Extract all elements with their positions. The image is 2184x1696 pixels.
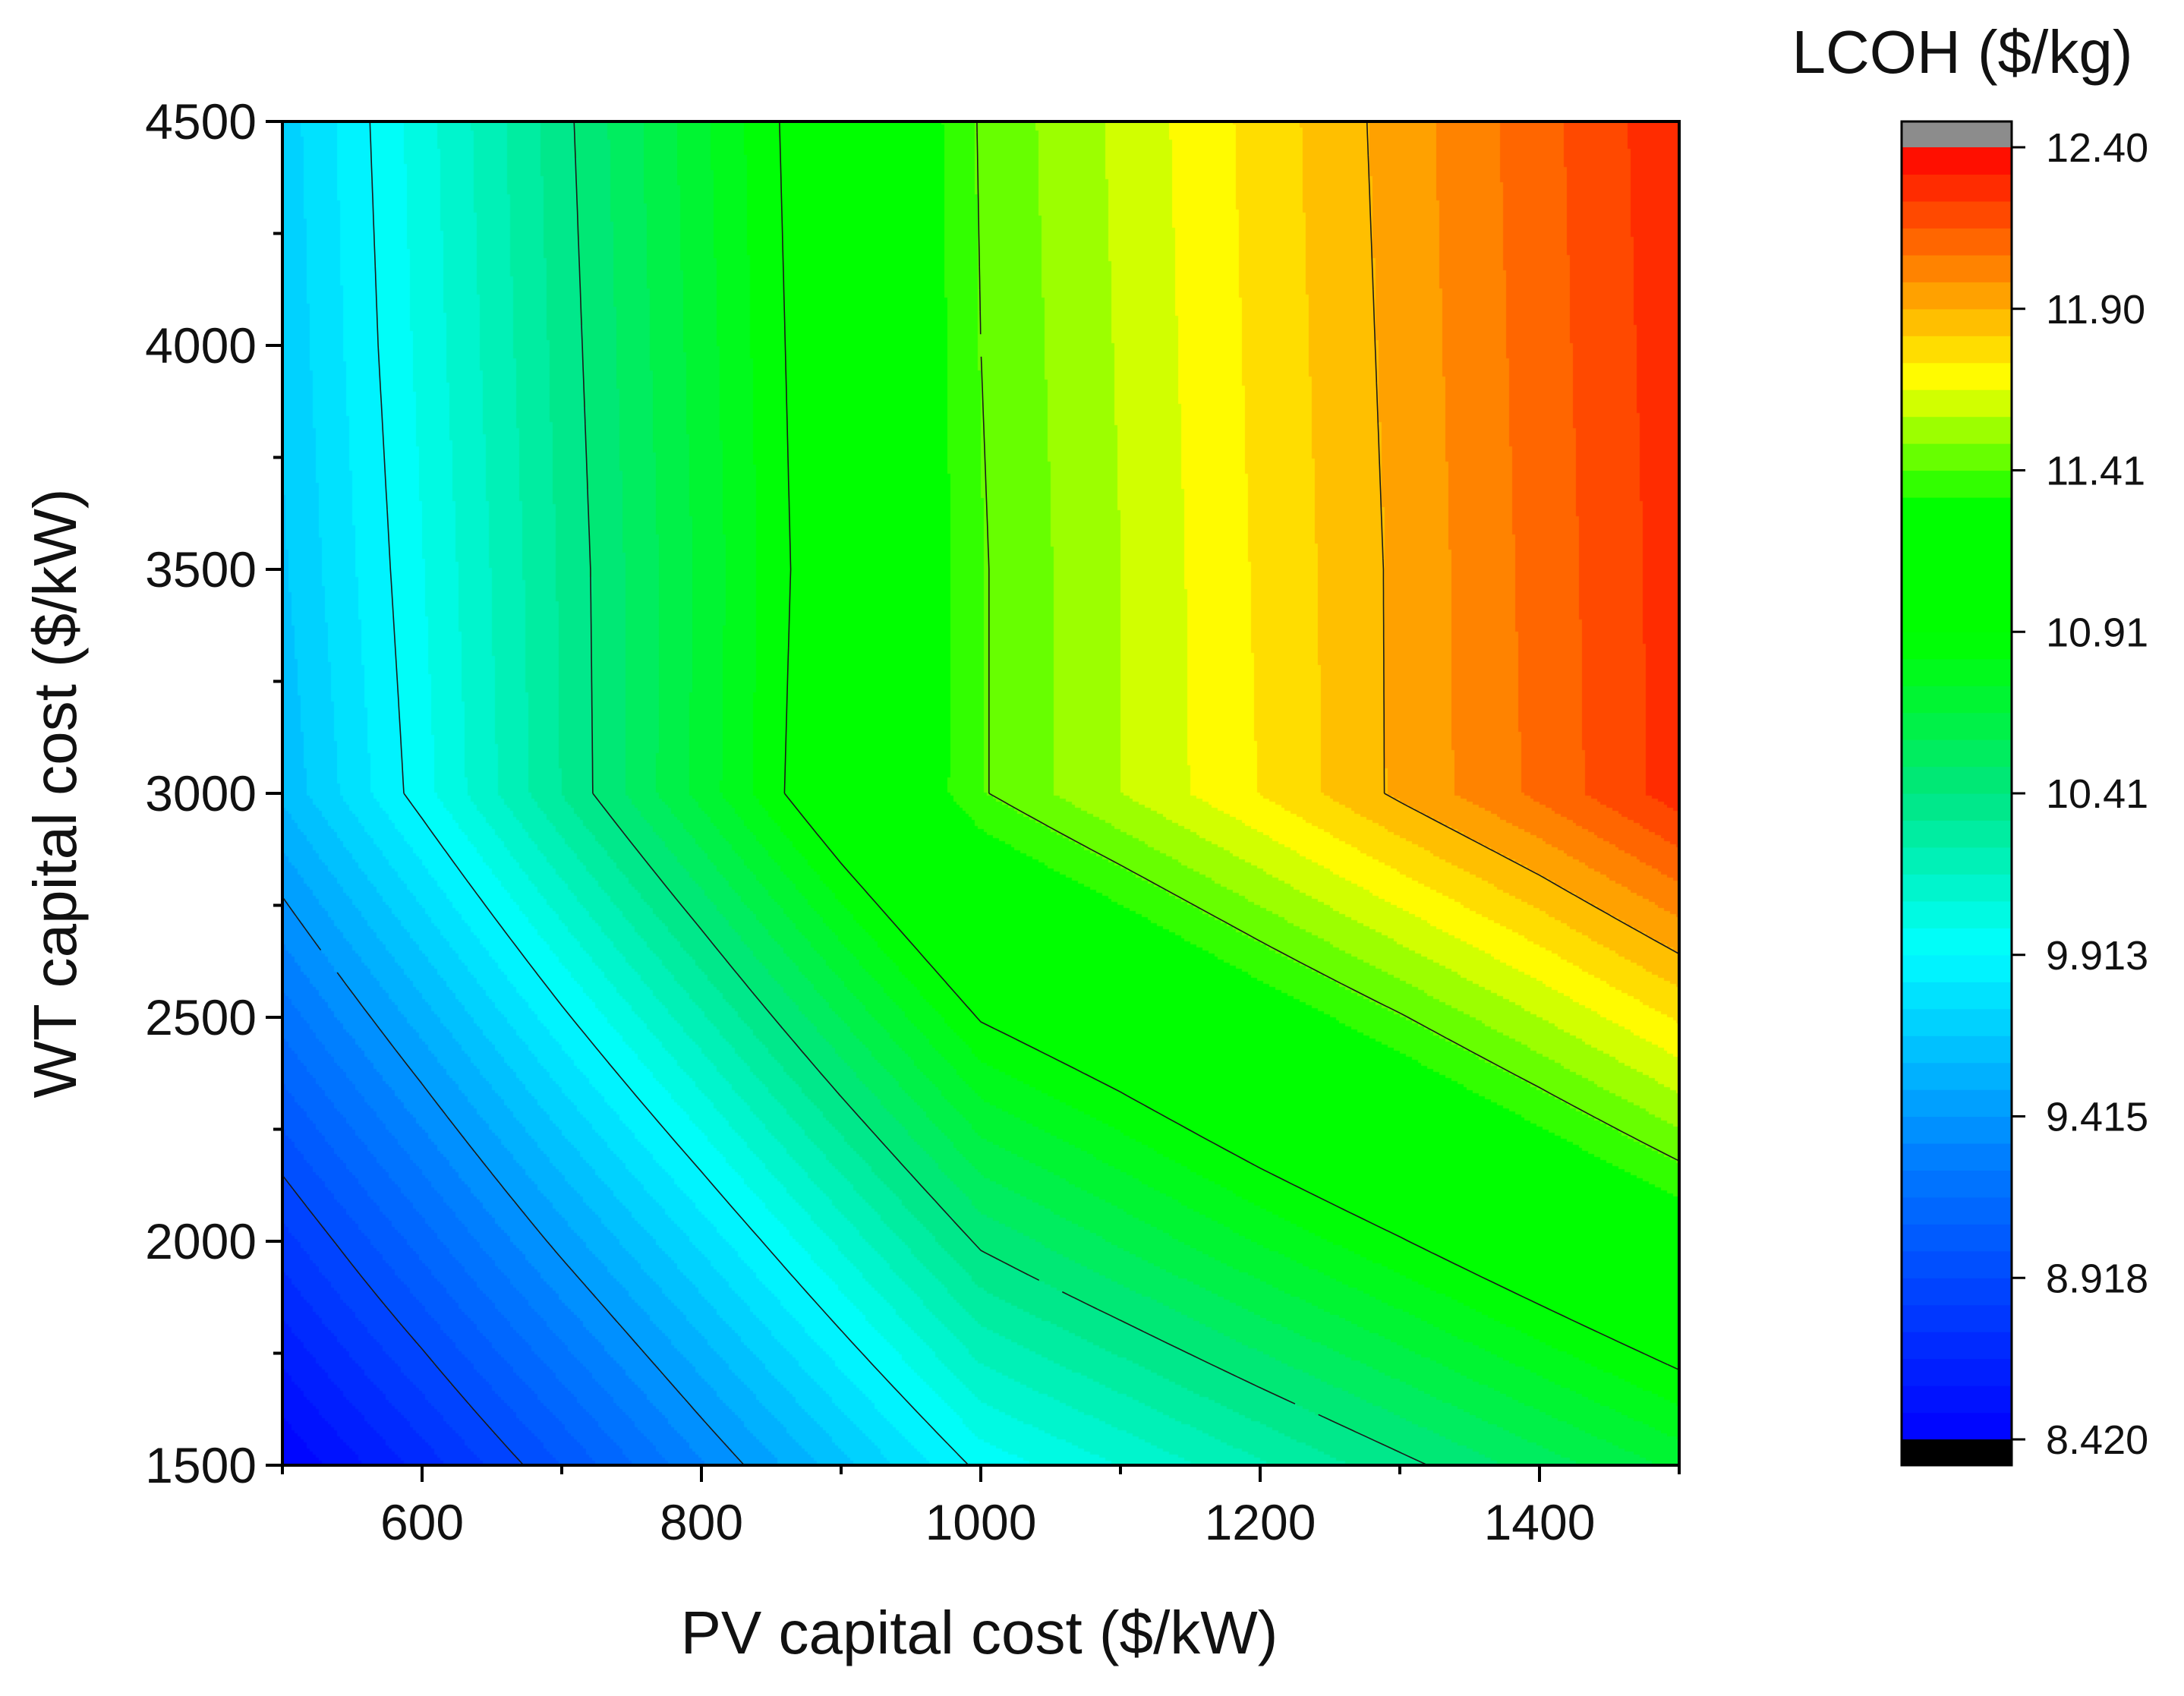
colorbar-tick-label: 10.91 — [2046, 610, 2148, 655]
colorbar-level — [1902, 578, 2012, 606]
colorbar-level — [1902, 874, 2012, 902]
colorbar-level — [1902, 470, 2012, 498]
colorbar-level — [1902, 1008, 2012, 1036]
colorbar-level — [1902, 200, 2012, 229]
colorbar-level — [1902, 1358, 2012, 1386]
contour-line-3 — [369, 121, 969, 1466]
colorbar-over — [1902, 121, 2012, 147]
x-tick-label: 1000 — [925, 1494, 1037, 1550]
colorbar-level — [1902, 1278, 2012, 1306]
colorbar-title: LCOH ($/kg) — [1792, 18, 2133, 86]
contour-fill — [282, 121, 1679, 1465]
contour-lines — [282, 121, 1680, 1466]
colorbar-level — [1902, 1170, 2012, 1198]
contour-line-1 — [282, 1174, 525, 1466]
colorbar-under — [1902, 1439, 2012, 1465]
colorbar-level — [1902, 147, 2012, 175]
colorbar-level — [1902, 1412, 2012, 1440]
x-axis-title: PV capital cost ($/kW) — [681, 1599, 1278, 1666]
colorbar-level — [1902, 282, 2012, 310]
colorbar-tick-label: 8.918 — [2046, 1256, 2148, 1301]
y-tick-label: 1500 — [145, 1437, 257, 1493]
colorbar-level — [1902, 686, 2012, 714]
colorbar-level — [1902, 1332, 2012, 1360]
x-tick-label: 1200 — [1205, 1494, 1316, 1550]
colorbar-level — [1902, 632, 2012, 660]
colorbar-tick-label: 11.90 — [2046, 287, 2145, 333]
colorbar-level — [1902, 524, 2012, 552]
y-tick-label: 2500 — [145, 989, 257, 1045]
colorbar-level — [1902, 362, 2012, 390]
colorbar-level — [1902, 228, 2012, 256]
y-tick-label: 2000 — [145, 1213, 257, 1269]
colorbar-level — [1902, 389, 2012, 418]
colorbar-level — [1902, 928, 2012, 956]
contour-line-5 — [779, 121, 1680, 1371]
colorbar-level — [1902, 1224, 2012, 1252]
colorbar-level — [1902, 1143, 2012, 1171]
colorbar-level — [1902, 336, 2012, 364]
colorbar-level — [1902, 1062, 2012, 1090]
colorbar-level — [1902, 1304, 2012, 1332]
colorbar-tick-label: 8.420 — [2046, 1417, 2148, 1463]
colorbar-level — [1902, 954, 2012, 982]
colorbar-level — [1902, 1385, 2012, 1414]
colorbar-tick-label: 11.41 — [2046, 449, 2145, 494]
colorbar-level — [1902, 739, 2012, 768]
y-tick-label: 4500 — [145, 93, 257, 150]
contour-line-6 — [976, 121, 1680, 1162]
x-tick-label: 800 — [660, 1494, 743, 1550]
colorbar-level — [1902, 604, 2012, 632]
x-tick-label: 600 — [380, 1494, 464, 1550]
y-tick-label: 4000 — [145, 317, 257, 374]
colorbar-level — [1902, 443, 2012, 471]
colorbar-tick-label: 10.41 — [2046, 771, 2148, 817]
colorbar-level — [1902, 1116, 2012, 1144]
axes: 600 800 1000 1200 1400 1500 2000 2500 3000 3500 40… — [145, 93, 1681, 1550]
colorbar-level — [1902, 497, 2012, 525]
colorbar-level — [1902, 793, 2012, 821]
colorbar-tick-label: 12.40 — [2046, 125, 2148, 171]
colorbar-level — [1902, 416, 2012, 444]
colorbar-tick-label: 9.913 — [2046, 933, 2148, 979]
y-tick-label: 3000 — [145, 765, 257, 821]
colorbar-level — [1902, 712, 2012, 740]
colorbar-level — [1902, 658, 2012, 686]
contour-line-4 — [573, 121, 1429, 1466]
colorbar-level — [1902, 550, 2012, 578]
contour-line-2 — [282, 896, 745, 1466]
colorbar-level — [1902, 1250, 2012, 1278]
colorbar-level — [1902, 1196, 2012, 1225]
y-tick-label: 3500 — [145, 541, 257, 597]
colorbar-level — [1902, 1089, 2012, 1118]
colorbar-level — [1902, 982, 2012, 1010]
colorbar-level — [1902, 308, 2012, 336]
colorbar-level — [1902, 766, 2012, 794]
colorbar-level — [1902, 1036, 2012, 1064]
colorbar-level — [1902, 174, 2012, 202]
contour-line-7 — [1366, 121, 1680, 955]
colorbar-level — [1902, 900, 2012, 928]
colorbar-level — [1902, 846, 2012, 875]
y-axis-title: WT capital cost ($/kW) — [21, 488, 89, 1098]
colorbar-level — [1902, 254, 2012, 282]
plot-area — [282, 121, 1679, 1465]
colorbar: 12.40 11.90 11.41 10.91 10.41 9.913 9.415 8.918… — [1900, 120, 2148, 1467]
x-tick-label: 1400 — [1484, 1494, 1596, 1550]
colorbar-level — [1902, 820, 2012, 848]
colorbar-tick-label: 9.415 — [2046, 1095, 2148, 1140]
